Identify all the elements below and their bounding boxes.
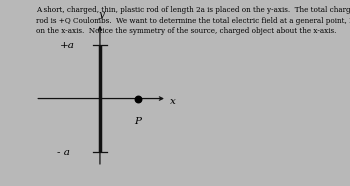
Text: - a: - a	[57, 147, 70, 157]
Text: x: x	[170, 97, 176, 106]
Text: A short, charged, thin, plastic rod of length 2a is placed on the y-axis.  The t: A short, charged, thin, plastic rod of l…	[36, 6, 350, 35]
Text: y: y	[98, 10, 104, 19]
Point	[135, 97, 141, 100]
Text: P: P	[134, 117, 141, 126]
Text: +a: +a	[60, 41, 75, 49]
